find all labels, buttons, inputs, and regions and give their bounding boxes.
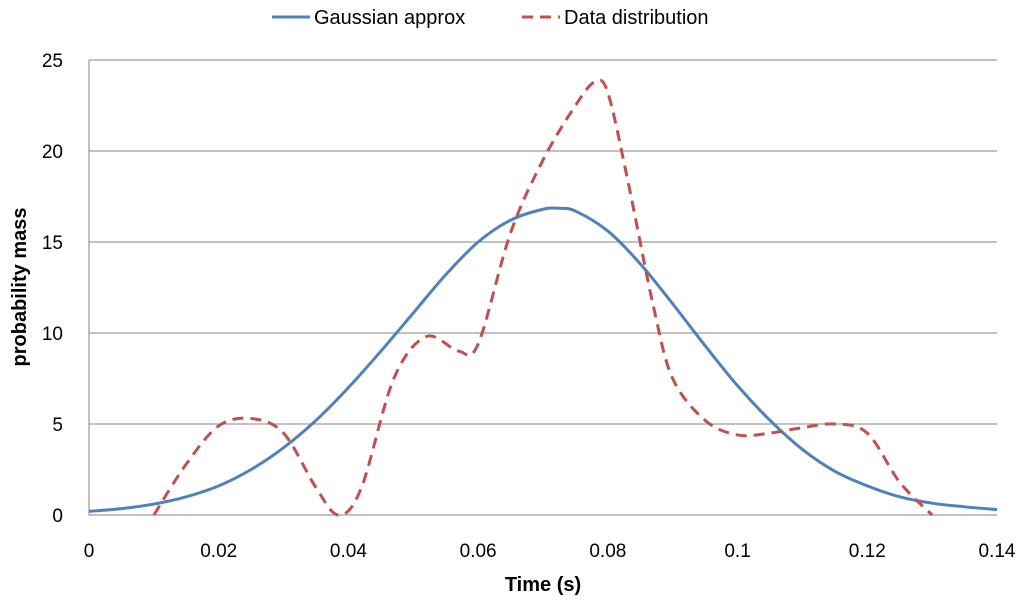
x-tick-label: 0.02 bbox=[200, 541, 237, 562]
y-tick-label: 0 bbox=[52, 506, 63, 527]
x-tick-label: 0.14 bbox=[979, 541, 1016, 562]
y-tick-labels: 0 5 10 15 20 25 bbox=[42, 51, 63, 527]
x-tick-label: 0.12 bbox=[849, 541, 886, 562]
legend-label-data-distribution: Data distribution bbox=[564, 7, 709, 29]
x-tick-label: 0.04 bbox=[330, 541, 367, 562]
x-tick-label: 0.08 bbox=[589, 541, 626, 562]
series-layer bbox=[88, 78, 998, 517]
y-axis-title: probability mass bbox=[9, 208, 31, 367]
x-tick-label: 0.06 bbox=[460, 541, 497, 562]
legend-label-gaussian-approx: Gaussian approx bbox=[314, 7, 465, 29]
x-tick-labels: 0 0.02 0.04 0.06 0.08 0.1 0.12 0.14 bbox=[84, 541, 1016, 562]
x-tick-label: 0.1 bbox=[724, 541, 750, 562]
y-tick-label: 5 bbox=[52, 415, 63, 436]
x-tick-label: 0 bbox=[84, 541, 95, 562]
series-line-data-distribution bbox=[152, 78, 934, 517]
y-tick-label: 25 bbox=[42, 51, 63, 72]
x-axis-title: Time (s) bbox=[505, 574, 581, 596]
series-line-gaussian-approx bbox=[88, 206, 998, 513]
grid-lines bbox=[89, 59, 997, 425]
y-tick-label: 10 bbox=[42, 324, 63, 345]
y-tick-label: 15 bbox=[42, 233, 63, 254]
legend: Gaussian approx Data distribution bbox=[272, 7, 709, 29]
y-tick-label: 20 bbox=[42, 142, 63, 163]
